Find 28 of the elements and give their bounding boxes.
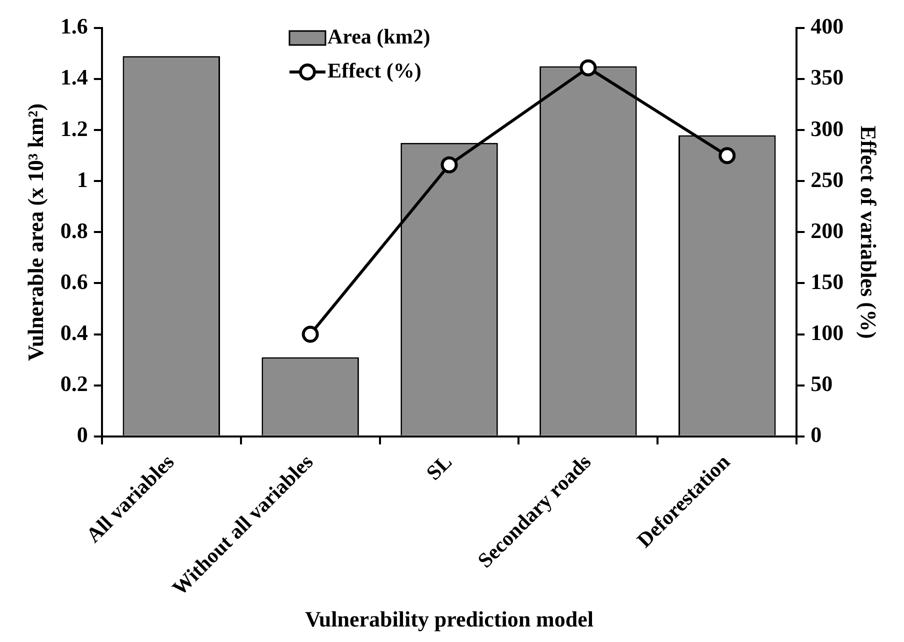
- y-tick-label: 0: [76, 422, 88, 448]
- y-tick-label: 0.8: [60, 218, 88, 243]
- y2-tick-label: 100: [810, 320, 844, 345]
- legend-label: Effect (%): [327, 58, 422, 82]
- y-tick-label: 0.6: [60, 268, 88, 294]
- y-tick-label: 1.4: [60, 64, 88, 90]
- point: [440, 156, 458, 174]
- point: [580, 59, 597, 76]
- y-tick-label: 0.4: [60, 320, 88, 345]
- y2-tick-label: 150: [810, 268, 844, 294]
- y2-tick-label: 350: [810, 64, 844, 90]
- y2-axis-title: Effect of variables (%): [856, 126, 882, 339]
- legend-label: Area (km2): [327, 24, 430, 48]
- y2-tick-label: 400: [810, 14, 844, 39]
- x-axis-title: Vulnerability prediction model: [305, 606, 594, 632]
- y-tick-label: 1: [76, 166, 88, 192]
- point: [718, 147, 736, 164]
- point: [302, 326, 319, 343]
- y2-tick-label: 250: [810, 166, 844, 192]
- y-tick-label: 1.6: [60, 14, 88, 39]
- y2-tick-label: 200: [810, 218, 844, 243]
- y2-tick-label: 300: [810, 116, 844, 141]
- y-axis-title: Vulnerable area (x 10³ km²): [22, 103, 48, 362]
- y-tick-label: 1.2: [60, 116, 88, 141]
- y2-tick-label: 50: [810, 371, 833, 396]
- y-tick-label: 0.2: [60, 371, 88, 396]
- y2-tick-label: 0: [810, 422, 822, 448]
- x-tick-label: SL: [421, 450, 457, 485]
